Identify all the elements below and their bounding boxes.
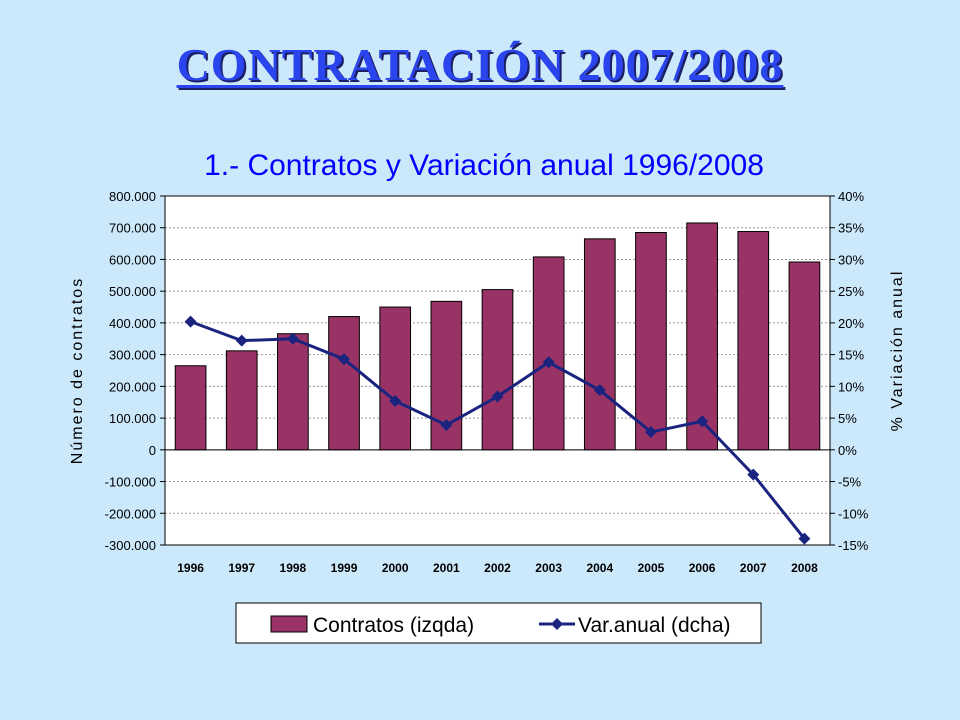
point-2008: [798, 532, 811, 545]
x-tick-label: 2002: [484, 561, 511, 575]
y-tick-label: 100.000: [109, 411, 156, 426]
legend-swatch-bar: [270, 615, 308, 633]
x-tick-label: 1996: [177, 561, 204, 575]
y2-tick-label: -10%: [838, 506, 869, 521]
bar-1999: [328, 316, 360, 451]
point-1998: [286, 332, 299, 345]
legend-box: [235, 602, 762, 644]
point-2001: [440, 419, 453, 432]
y-tick-label: 300.000: [109, 348, 156, 363]
y2-tick-label: 15%: [838, 348, 864, 363]
bar-1996: [174, 365, 207, 451]
x-tick-label: 2007: [740, 561, 767, 575]
legend-label-bar: Contratos (izqda): [313, 614, 474, 637]
bar-2007: [737, 231, 770, 451]
point-2006: [696, 415, 709, 428]
legend-label-line: Var.anual (dcha): [578, 614, 731, 637]
y-tick-label: -100.000: [105, 475, 156, 490]
plot-area: 800.000 700.000 600.000 500.000 400.000 300.0…: [105, 189, 869, 575]
y2-tick-label: -5%: [838, 475, 862, 490]
x-tick-label: 1998: [280, 561, 307, 575]
x-tick-label: 2006: [689, 561, 716, 575]
point-2005: [644, 426, 657, 439]
bar-2006: [686, 222, 718, 451]
bar-1998: [277, 333, 309, 451]
plot-border: [164, 195, 831, 546]
y-tick-label: -200.000: [105, 506, 156, 521]
x-tick-label: 2005: [638, 561, 665, 575]
bar-2008: [788, 261, 821, 451]
point-1997: [235, 334, 248, 347]
point-1996: [184, 315, 197, 328]
legend-swatch-marker: [551, 618, 563, 630]
point-2002: [491, 390, 504, 403]
y2-axis-label: % Variación anual: [889, 270, 906, 432]
legend: Contratos (izqda) Var.anual (dcha): [235, 602, 762, 644]
y-axis-label: Número de contratos: [69, 277, 86, 464]
x-tick-label: 2008: [791, 561, 818, 575]
x-tick-label: 1999: [331, 561, 358, 575]
bar-2002: [481, 289, 514, 451]
x-tick-label: 2003: [535, 561, 562, 575]
y2-tick-label: 30%: [838, 252, 864, 267]
point-1999: [338, 353, 351, 366]
y2-tick-label: 10%: [838, 379, 864, 394]
y-tick-label: 0: [149, 443, 156, 458]
y-tick-label: -300.000: [105, 538, 156, 553]
y2-tick-label: 35%: [838, 221, 864, 236]
point-2000: [389, 394, 402, 407]
point-2003: [542, 356, 555, 369]
y2-tick-label: 20%: [838, 316, 864, 331]
bar-2005: [635, 231, 667, 451]
point-2007: [747, 468, 760, 481]
y2-tick-label: 0%: [838, 443, 857, 458]
y2-tick-label: 25%: [838, 284, 864, 299]
y2-tick-label: -15%: [838, 538, 869, 553]
y2-tick-label: 5%: [838, 411, 857, 426]
bar-1997: [225, 350, 258, 451]
slide-title: CONTRATACIÓN 2007/2008: [176, 39, 784, 90]
y-tick-label: 700.000: [109, 221, 156, 236]
chart-title: 1.- Contratos y Variación anual 1996/200…: [204, 149, 764, 182]
point-2004: [593, 384, 606, 397]
bar-2004: [583, 238, 616, 451]
y-tick-label: 400.000: [109, 316, 156, 331]
x-tick-label: 2000: [382, 561, 409, 575]
bar-2003: [532, 256, 565, 451]
bar-2000: [379, 306, 412, 451]
x-tick-label: 1997: [228, 561, 255, 575]
y-tick-label: 800.000: [109, 189, 156, 204]
y-tick-label: 600.000: [109, 252, 156, 267]
y-tick-label: 500.000: [109, 284, 156, 299]
x-tick-label: 2001: [433, 561, 460, 575]
y-tick-label: 200.000: [109, 379, 156, 394]
y2-tick-label: 40%: [838, 189, 864, 204]
x-tick-label: 2004: [586, 561, 613, 575]
